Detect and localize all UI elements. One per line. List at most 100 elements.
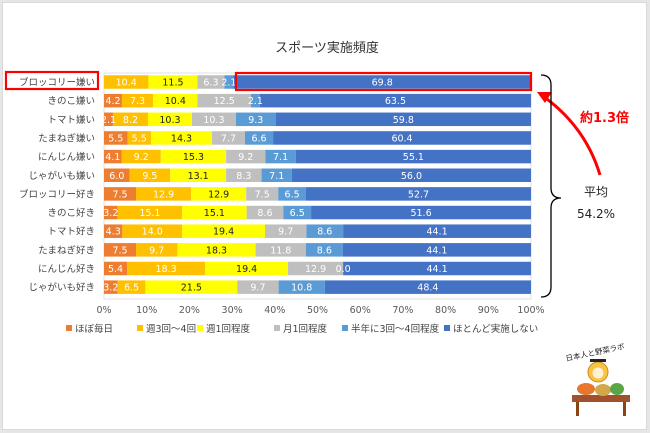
data-label: 9.7 [149, 245, 164, 256]
bar-segment [205, 261, 289, 276]
bar-segment [233, 75, 532, 89]
logo-vegetable-icon [610, 383, 624, 395]
bar-segment [127, 261, 206, 276]
bar-segment [104, 187, 137, 201]
bar-segment [226, 168, 262, 182]
data-label: 7.5 [255, 189, 270, 200]
data-label: 59.8 [393, 115, 414, 126]
data-label: 18.3 [206, 245, 227, 256]
bar-segment [147, 112, 192, 127]
x-tick-label: 0% [96, 305, 111, 316]
legend-swatch [66, 325, 72, 331]
data-label: 3.2 [103, 283, 118, 294]
data-label: 63.5 [385, 96, 406, 107]
bar-segment [153, 93, 198, 108]
bar-segment [170, 168, 227, 182]
data-label: 6.6 [251, 133, 266, 144]
data-label: 11.5 [162, 78, 183, 89]
data-label: 15.1 [204, 208, 225, 219]
legend-item: 週1回程度 [206, 323, 251, 335]
data-label: 5.5 [132, 133, 147, 144]
data-label: 7.7 [221, 133, 236, 144]
bar-segment [212, 131, 245, 145]
data-label: 14.3 [171, 133, 192, 144]
bar-segment [237, 280, 279, 294]
data-label: 12.9 [305, 264, 326, 275]
bar-segment [104, 224, 123, 238]
bar-segment [197, 75, 225, 89]
data-label: 0.0 [336, 264, 351, 275]
data-label: 12.9 [153, 189, 174, 200]
legend-swatch [137, 325, 143, 331]
legend-swatch [342, 325, 348, 331]
data-label: 13.1 [188, 171, 209, 182]
data-label: 12.9 [208, 189, 229, 200]
category-label: じゃがいも嫌い [28, 170, 95, 182]
data-label: 10.4 [116, 78, 137, 89]
category-label: たまねぎ嫌い [38, 132, 95, 144]
category-label: じゃがいも好き [28, 282, 95, 294]
bar-segment [288, 261, 344, 276]
data-label: 9.5 [142, 171, 157, 182]
bar-segment [191, 187, 247, 201]
legend-item: 半年に3回～4回程度 [351, 323, 440, 335]
bar-segment [343, 261, 531, 276]
data-label: 60.4 [391, 133, 412, 144]
data-label: 19.4 [213, 227, 234, 238]
data-label: 9.3 [248, 115, 263, 126]
bar-segment [259, 93, 531, 108]
bar-segment [117, 280, 146, 294]
legend: ほぼ毎日 週3回～4回 週1回程度 月1回程度 半年に3回～4回程度 ほとんど実施しない [66, 323, 538, 335]
category-label: トマト好き [47, 226, 95, 238]
bar-segment [235, 112, 276, 127]
category-label: ブロッコリー嫌い [19, 77, 95, 89]
legend-item: ほとんど実施しない [453, 323, 538, 335]
average-label: 平均 [584, 185, 608, 199]
data-label: 56.0 [401, 171, 422, 182]
bar-segment [121, 149, 161, 164]
bar-segment [177, 243, 256, 257]
data-label: 6.5 [124, 283, 139, 294]
category-label: にんじん好き [38, 263, 95, 275]
data-label: 3.2 [103, 208, 118, 219]
bar-segment [261, 168, 292, 182]
bar-segment [104, 261, 128, 276]
data-label: 2.1 [221, 78, 236, 89]
logo: 日本人と野菜ラボ [565, 341, 630, 416]
x-tick-label: 60% [350, 305, 371, 316]
bar-segment [311, 205, 531, 220]
data-label: 19.4 [236, 264, 257, 275]
bar-segment [104, 93, 122, 108]
category-label: ブロッコリー好き [19, 188, 95, 200]
bar-segment [136, 243, 178, 257]
data-label: 9.7 [250, 283, 265, 294]
data-label: 51.6 [410, 208, 431, 219]
data-label: 9.7 [278, 227, 293, 238]
bar-segment [182, 224, 265, 238]
bar-segment [136, 187, 192, 201]
bar-segment [250, 93, 260, 108]
data-label: 4.2 [105, 96, 120, 107]
data-label: 6.3 [203, 78, 218, 89]
logo-potato-icon [595, 384, 611, 396]
bar-segment [264, 224, 307, 238]
data-label: 5.4 [108, 264, 123, 275]
bar-segment [150, 131, 213, 145]
ratio-annotation: 約1.3倍 [580, 110, 629, 126]
data-label: 21.5 [181, 283, 202, 294]
data-label: 7.3 [130, 96, 145, 107]
bar-segment [278, 187, 306, 201]
bar-segment [191, 112, 236, 127]
logo-hat-icon [590, 359, 606, 362]
category-labels: ブロッコリー嫌いきのこ嫌いトマト嫌いたまねぎ嫌いにんじん嫌いじゃがいも嫌いブロッ… [19, 77, 95, 294]
logo-table-icon [572, 395, 630, 402]
data-label: 14.0 [142, 227, 163, 238]
data-label: 7.5 [112, 189, 127, 200]
data-label: 6.5 [290, 208, 305, 219]
bar-segment [224, 75, 234, 89]
bar-segment [121, 93, 154, 108]
data-label: 5.5 [108, 133, 123, 144]
bar-segment [295, 149, 531, 164]
data-label: 6.0 [109, 171, 124, 182]
data-label: 10.8 [291, 283, 312, 294]
